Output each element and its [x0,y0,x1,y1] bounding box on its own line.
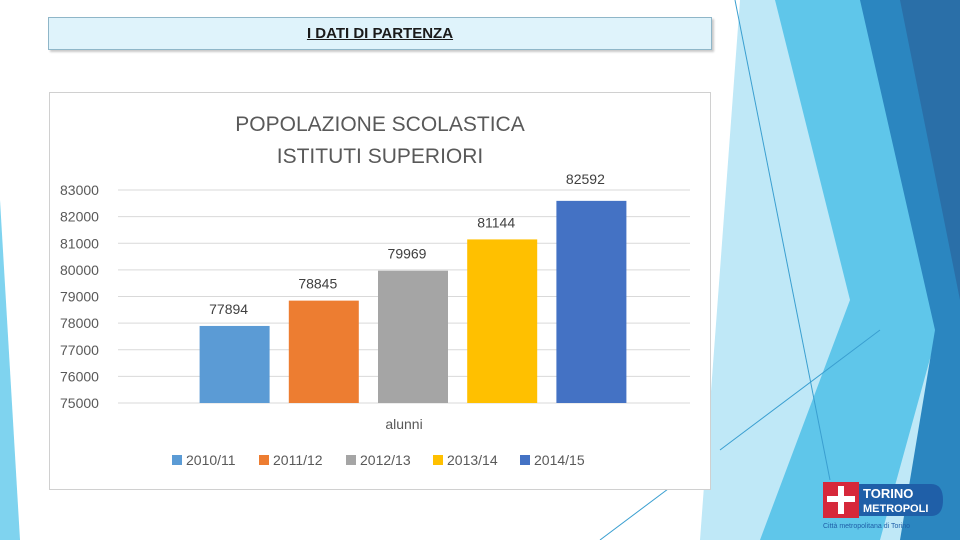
data-label: 77894 [209,301,248,317]
legend-swatch [520,455,530,465]
legend-entry: 2011/12 [273,452,323,468]
y-tick-label: 78000 [60,315,99,331]
y-tick-label: 81000 [60,235,99,251]
legend-swatch [172,455,182,465]
chart-frame: POPOLAZIONE SCOLASTICA ISTITUTI SUPERIORI… [49,92,711,490]
y-tick-label: 83000 [60,182,99,198]
y-tick-label: 79000 [60,289,99,305]
legend-swatch [259,455,269,465]
chart-title-line: POPOLAZIONE SCOLASTICA [235,113,524,136]
bar [199,325,270,403]
x-axis-label: alunni [385,416,422,432]
y-tick-label: 77000 [60,342,99,358]
y-tick-label: 75000 [60,395,99,411]
bar [467,239,538,403]
torino-metropoli-logo: TORINO METROPOLI Città metropolitana di … [823,480,943,532]
legend-swatch [346,455,356,465]
legend-entry: 2010/11 [186,452,236,468]
data-label: 81144 [477,214,515,230]
page-title-box: I DATI DI PARTENZA [48,17,712,50]
y-tick-label: 76000 [60,368,99,384]
y-tick-label: 82000 [60,209,99,225]
data-label: 79969 [388,246,427,262]
bar [288,300,359,403]
legend-entry: 2014/15 [534,452,585,468]
legend-swatch [433,455,443,465]
y-tick-label: 80000 [60,262,99,278]
svg-text:TORINO: TORINO [863,486,913,501]
bar-chart: POPOLAZIONE SCOLASTICA ISTITUTI SUPERIORI… [60,113,690,468]
data-label: 78845 [298,276,337,292]
bar [378,270,448,403]
bar [556,200,627,403]
page-title: I DATI DI PARTENZA [306,25,454,42]
data-label: 82592 [566,171,605,187]
chart-title-line: ISTITUTI SUPERIORI [277,145,484,168]
legend-entry: 2012/13 [360,452,411,468]
legend-entry: 2013/14 [447,452,498,468]
svg-text:Città metropolitana di Torino: Città metropolitana di Torino [823,523,910,530]
svg-text:METROPOLI: METROPOLI [863,503,928,515]
